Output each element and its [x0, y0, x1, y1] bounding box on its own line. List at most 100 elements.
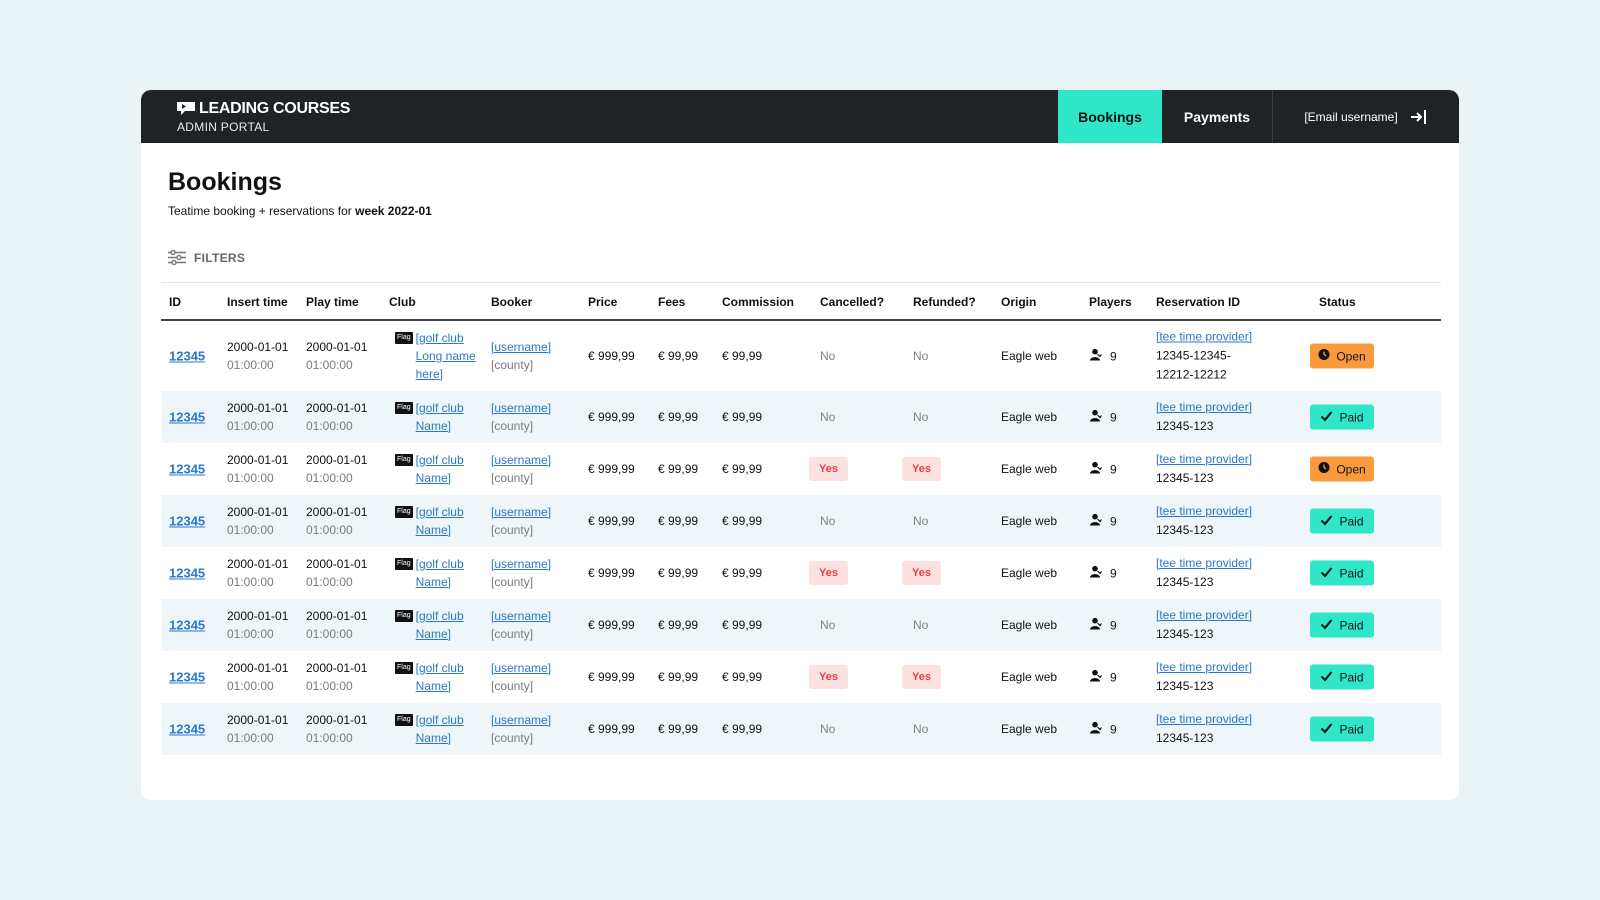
price-cell: € 999,99: [588, 349, 635, 363]
flag-icon: Flag: [395, 402, 413, 414]
table-row: 12345 2000-01-01 01:00:00 2000-01-01 01:00:0…: [161, 321, 1441, 391]
cancelled-cell: No: [820, 349, 835, 363]
reservation-cell: [tee time provider] 12345-123: [1156, 606, 1252, 644]
price-cell: € 999,99: [588, 462, 635, 476]
insert-time-cell: 2000-01-01 01:00:00: [227, 503, 288, 539]
booking-id-link[interactable]: 12345: [169, 669, 206, 685]
brand-name: LEADING COURSES: [199, 100, 351, 117]
booking-id-link[interactable]: 12345: [169, 565, 206, 581]
club-link[interactable]: [golf club Name]: [415, 609, 464, 641]
status-badge: Open: [1310, 456, 1374, 482]
header-cancelled: Cancelled?: [820, 295, 885, 309]
header-players: Players: [1089, 295, 1132, 309]
club-link[interactable]: [golf club Long name here]: [415, 331, 476, 381]
play-date: 2000-01-01: [306, 401, 368, 415]
booking-id-link[interactable]: 12345: [169, 461, 206, 477]
booker-link[interactable]: [username]: [491, 401, 552, 415]
insert-date: 2000-01-01: [227, 661, 289, 675]
price-cell: € 999,99: [588, 566, 635, 580]
status-label: Open: [1336, 462, 1366, 476]
refunded-value: No: [913, 410, 929, 424]
flag-icon: Flag: [395, 714, 413, 726]
club-link[interactable]: [golf club Name]: [415, 401, 464, 433]
tee-time-provider-link[interactable]: [tee time provider]: [1156, 556, 1253, 570]
commission-cell: € 99,99: [722, 722, 763, 736]
booker-link[interactable]: [username]: [491, 557, 552, 571]
refunded-cell: No: [913, 514, 928, 528]
players-count: 9: [1110, 410, 1117, 424]
play-date: 2000-01-01: [306, 713, 368, 727]
booking-id-link[interactable]: 12345: [169, 721, 206, 737]
insert-date: 2000-01-01: [227, 557, 289, 571]
insert-time: 01:00:00: [227, 731, 274, 745]
check-icon: [1320, 618, 1333, 632]
tee-time-provider-link[interactable]: [tee time provider]: [1156, 400, 1253, 414]
play-date: 2000-01-01: [306, 557, 368, 571]
booker-county: [county]: [491, 731, 534, 745]
club-link[interactable]: [golf club Name]: [415, 505, 464, 537]
nav-bookings[interactable]: Bookings: [1058, 90, 1162, 143]
refunded-cell: Yes: [902, 665, 941, 689]
club-link[interactable]: [golf club Name]: [415, 713, 464, 745]
booker-link[interactable]: [username]: [491, 609, 552, 623]
filters-button[interactable]: FILTERS: [168, 250, 245, 265]
insert-date: 2000-01-01: [227, 505, 289, 519]
status-badge: Paid: [1310, 508, 1374, 534]
nav-payments[interactable]: Payments: [1162, 90, 1273, 143]
club-cell: Flag [golf club Name]: [395, 711, 492, 747]
booker-link[interactable]: [username]: [491, 453, 552, 467]
insert-time-cell: 2000-01-01 01:00:00: [227, 399, 288, 435]
admin-card: LEADING COURSES ADMIN PORTAL Bookings Pa…: [141, 90, 1459, 800]
origin-cell: Eagle web: [1001, 618, 1058, 632]
id-cell: 12345: [169, 722, 205, 737]
reservation-id: 12345-123: [1156, 627, 1214, 641]
commission-cell: € 99,99: [722, 514, 763, 528]
booker-link[interactable]: [username]: [491, 661, 552, 675]
refunded-badge: Yes: [902, 561, 941, 585]
insert-time: 01:00:00: [227, 523, 274, 537]
fees-cell: € 99,99: [658, 722, 699, 736]
fees-cell: € 99,99: [658, 410, 699, 424]
tee-time-provider-link[interactable]: [tee time provider]: [1156, 504, 1253, 518]
id-cell: 12345: [169, 462, 205, 477]
booking-id-link[interactable]: 12345: [169, 513, 206, 529]
tee-time-provider-link[interactable]: [tee time provider]: [1156, 452, 1253, 466]
booking-id-link[interactable]: 12345: [169, 409, 206, 425]
status-label: Paid: [1339, 566, 1364, 580]
club-link[interactable]: [golf club Name]: [415, 453, 464, 485]
booking-id-link[interactable]: 12345: [169, 617, 206, 633]
booker-link[interactable]: [username]: [491, 340, 552, 354]
status-label: Open: [1336, 349, 1366, 363]
play-time: 01:00:00: [306, 627, 353, 641]
play-date: 2000-01-01: [306, 661, 368, 675]
person-icon: [1089, 461, 1102, 477]
refunded-cell: Yes: [902, 561, 941, 585]
tee-time-provider-link[interactable]: [tee time provider]: [1156, 660, 1253, 674]
tee-time-provider-link[interactable]: [tee time provider]: [1156, 712, 1253, 726]
play-time-cell: 2000-01-01 01:00:00: [306, 451, 367, 487]
user-logout-button[interactable]: [Email username]: [1273, 90, 1459, 143]
refunded-cell: No: [913, 618, 928, 632]
play-date: 2000-01-01: [306, 453, 368, 467]
play-date: 2000-01-01: [306, 505, 368, 519]
commission-cell: € 99,99: [722, 410, 763, 424]
status-cell: Open: [1310, 343, 1374, 369]
tee-time-provider-link[interactable]: [tee time provider]: [1156, 329, 1253, 344]
insert-time-cell: 2000-01-01 01:00:00: [227, 338, 288, 374]
booker-link[interactable]: [username]: [491, 713, 552, 727]
clock-icon: [1318, 349, 1330, 364]
club-link[interactable]: [golf club Name]: [415, 661, 464, 693]
table-row: 12345 2000-01-01 01:00:00 2000-01-01 01:00:0…: [161, 599, 1441, 651]
id-cell: 12345: [169, 349, 205, 364]
check-icon: [1320, 670, 1333, 684]
table-row: 12345 2000-01-01 01:00:00 2000-01-01 01:00:0…: [161, 703, 1441, 755]
club-link[interactable]: [golf club Name]: [415, 557, 464, 589]
origin-cell: Eagle web: [1001, 462, 1058, 476]
fees-cell: € 99,99: [658, 670, 699, 684]
booker-link[interactable]: [username]: [491, 505, 552, 519]
tee-time-provider-link[interactable]: [tee time provider]: [1156, 608, 1253, 622]
brand[interactable]: LEADING COURSES ADMIN PORTAL: [177, 100, 350, 134]
booker-county: [county]: [491, 419, 534, 433]
play-date: 2000-01-01: [306, 340, 368, 354]
booking-id-link[interactable]: 12345: [169, 348, 206, 364]
